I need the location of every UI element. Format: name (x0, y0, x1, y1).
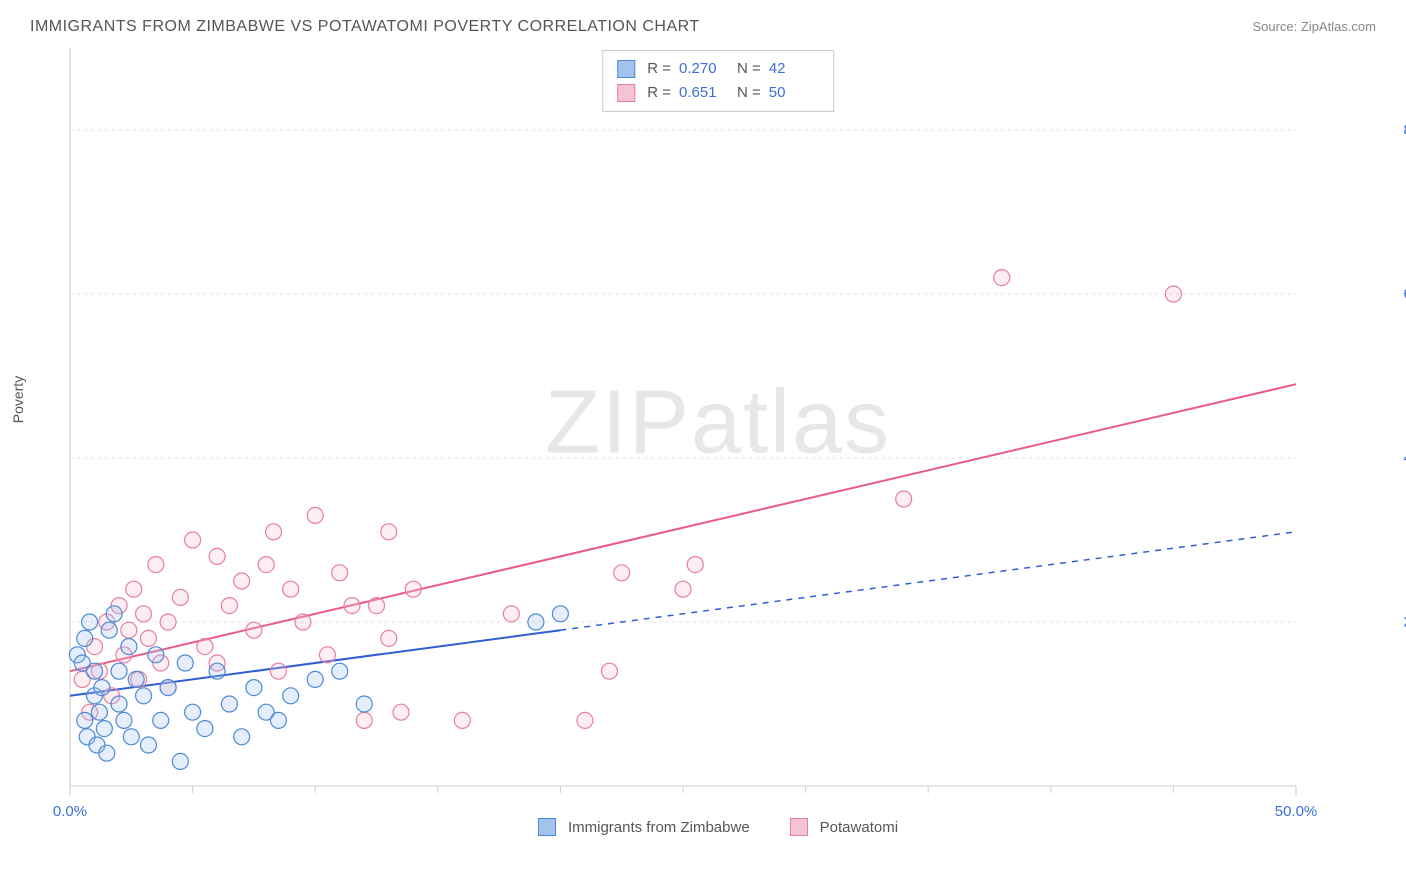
legend-row-series-0: R = 0.270 N = 42 (617, 57, 819, 81)
scatter-plot-svg (60, 44, 1376, 834)
n-label-0: N = (737, 57, 761, 81)
legend-item-1: Potawatomi (790, 818, 898, 836)
r-label-1: R = (647, 81, 671, 105)
n-label-1: N = (737, 81, 761, 105)
x-tick-label: 0.0% (53, 803, 87, 820)
legend-item-label-0: Immigrants from Zimbabwe (568, 819, 750, 836)
source-credit: Source: ZipAtlas.com (1252, 19, 1376, 34)
legend-item-swatch-0 (538, 818, 556, 836)
legend-swatch-0 (617, 60, 635, 78)
n-value-0: 42 (769, 57, 819, 81)
source-label: Source: (1252, 19, 1300, 34)
legend-row-series-1: R = 0.651 N = 50 (617, 81, 819, 105)
source-name: ZipAtlas.com (1301, 19, 1376, 34)
legend-item-0: Immigrants from Zimbabwe (538, 818, 750, 836)
legend-item-label-1: Potawatomi (820, 819, 898, 836)
series-legend: Immigrants from Zimbabwe Potawatomi (538, 818, 898, 836)
r-value-1: 0.651 (679, 81, 729, 105)
r-label-0: R = (647, 57, 671, 81)
correlation-legend: R = 0.270 N = 42 R = 0.651 N = 50 (602, 50, 834, 112)
chart-header: IMMIGRANTS FROM ZIMBABWE VS POTAWATOMI P… (0, 0, 1406, 44)
chart-area: Poverty ZIPatlas R = 0.270 N = 42 R = 0.… (60, 44, 1376, 834)
legend-swatch-1 (617, 84, 635, 102)
r-value-0: 0.270 (679, 57, 729, 81)
y-axis-label: Poverty (10, 376, 26, 423)
chart-title: IMMIGRANTS FROM ZIMBABWE VS POTAWATOMI P… (30, 18, 700, 36)
x-tick-label: 50.0% (1275, 803, 1318, 820)
n-value-1: 50 (769, 81, 819, 105)
legend-item-swatch-1 (790, 818, 808, 836)
